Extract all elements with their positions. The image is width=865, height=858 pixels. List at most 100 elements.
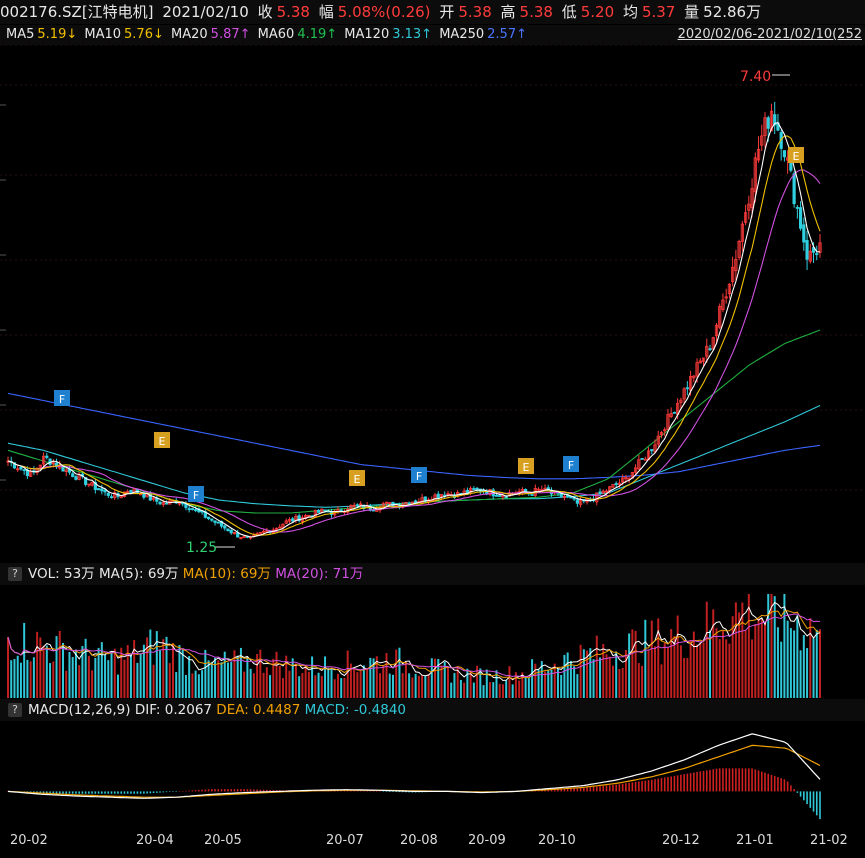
macd-bar — [133, 791, 135, 794]
macd-chart[interactable] — [0, 722, 865, 832]
macd-bar — [191, 790, 194, 792]
candle — [64, 468, 68, 477]
volume-bar — [133, 640, 136, 698]
ma10-value: 5.76↓ — [124, 27, 164, 42]
volume-bar — [773, 596, 776, 698]
candle — [304, 513, 308, 521]
volume-bar — [356, 672, 359, 698]
event-marker-e[interactable]: E — [349, 470, 365, 486]
volume-bar — [288, 670, 291, 698]
volume-panel-header: ? VOL: 53万 MA(5): 69万 MA(10): 69万 MA(20):… — [0, 563, 865, 585]
candle — [384, 501, 389, 506]
candle — [756, 136, 761, 163]
volume-bar — [556, 668, 559, 698]
volume-bar — [524, 676, 527, 698]
volume-bar — [501, 684, 504, 698]
event-marker-f[interactable]: F — [563, 456, 579, 472]
candle — [634, 464, 638, 476]
volume-bar — [815, 629, 818, 698]
macd-bar — [156, 791, 158, 793]
volume-bar — [126, 645, 129, 698]
volume-bar — [285, 655, 288, 698]
macd-bar — [152, 791, 155, 794]
macd-bar — [764, 772, 766, 792]
volume-bar — [631, 629, 634, 698]
stock-code[interactable]: 002176.SZ[江特电机] — [0, 3, 154, 21]
help-icon[interactable]: ? — [8, 567, 22, 581]
candle — [795, 205, 799, 219]
volume-bar — [738, 612, 741, 698]
event-marker-e[interactable]: E — [788, 147, 804, 163]
candle — [721, 293, 725, 313]
macd-bar — [58, 791, 61, 794]
macd-bar — [81, 791, 84, 794]
event-marker-f[interactable]: F — [411, 467, 427, 483]
volume-bar — [230, 661, 233, 698]
volume-bar — [647, 650, 650, 698]
volume-bar — [366, 668, 369, 698]
candle — [701, 357, 706, 367]
macd-bar — [388, 791, 391, 792]
candle — [226, 528, 230, 532]
volume-bar — [294, 663, 297, 698]
candle — [737, 239, 741, 261]
macd-bar — [159, 791, 161, 793]
volume-bar — [485, 669, 488, 698]
ma-legend: MA5 5.19↓ MA10 5.76↓ MA20 5.87↑ MA60 4.19↑ M… — [0, 25, 865, 45]
event-marker-e[interactable]: E — [154, 432, 170, 448]
macd-bar — [693, 772, 695, 792]
volume-chart[interactable] — [0, 586, 865, 698]
date-range[interactable]: 2020/02/06-2021/02/10(252 — [673, 25, 862, 45]
x-tick-label: 21-01 — [736, 833, 774, 848]
candle — [106, 491, 110, 498]
volume-bar — [764, 622, 767, 698]
svg-text:F: F — [568, 459, 574, 472]
volume-bar — [304, 664, 307, 698]
candle — [773, 101, 777, 135]
volume-bar — [650, 620, 653, 698]
candle — [643, 456, 647, 461]
volume-bar — [45, 645, 48, 698]
help-icon[interactable]: ? — [8, 703, 22, 717]
volume-bar — [36, 631, 39, 698]
volume-bar — [527, 677, 530, 698]
macd-bar — [207, 789, 210, 792]
volume-bar — [531, 659, 534, 698]
candle — [352, 502, 356, 509]
high-value: 5.38 — [519, 3, 553, 21]
event-marker-f[interactable]: F — [54, 390, 70, 406]
volume-bar — [385, 653, 388, 698]
ma5-line — [7, 121, 821, 538]
event-marker-f[interactable]: F — [188, 486, 204, 502]
candle — [708, 344, 712, 352]
ma250-value: 2.57↑ — [487, 27, 527, 42]
candle — [611, 484, 615, 489]
candle — [727, 283, 732, 299]
candle — [45, 452, 49, 460]
volume-bar — [770, 594, 773, 698]
volume-ma-line — [7, 613, 821, 678]
quote-header: 002176.SZ[江特电机] 2021/02/10 收 5.38 幅 5.08%(… — [0, 0, 865, 24]
macd-bar — [49, 791, 51, 794]
volume-bar — [434, 658, 437, 698]
volume-bar — [391, 674, 394, 698]
volume-bar — [582, 649, 585, 698]
volume-bar — [42, 645, 45, 698]
macd-bar — [773, 775, 776, 792]
candle — [223, 524, 227, 531]
candle — [533, 484, 537, 498]
macd-bar — [113, 791, 116, 794]
price-chart[interactable]: F E F E F E F E 7.40 1.25 — [0, 45, 865, 562]
volume-bar — [676, 615, 679, 698]
macd-bar — [718, 768, 721, 792]
volume-bar — [74, 649, 77, 698]
volume-bar — [201, 670, 204, 698]
volume-bar — [19, 662, 22, 698]
event-marker-e[interactable]: E — [518, 458, 534, 474]
volume-bar — [259, 649, 262, 698]
volume-bar — [715, 628, 718, 698]
candle — [206, 516, 211, 521]
volume-bar — [482, 685, 485, 698]
volume-bar — [734, 602, 737, 698]
macd-bar — [602, 785, 605, 792]
